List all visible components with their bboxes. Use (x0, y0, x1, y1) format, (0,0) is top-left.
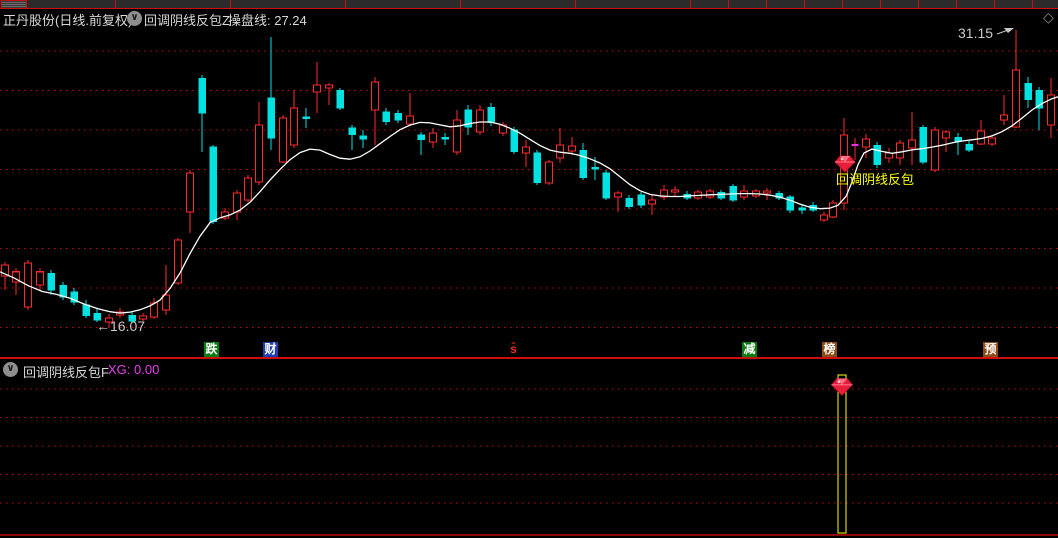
indicator-name: 回调阴线反包Z (144, 13, 230, 28)
event-marker[interactable]: s̄ (510, 342, 517, 356)
menu-separator (880, 0, 881, 8)
low-price-label: ←16.07 (96, 318, 146, 334)
signal-text-label: 回调阴线反包 (836, 172, 915, 187)
chevron-down-icon[interactable] (127, 11, 142, 26)
menu-separator (766, 0, 767, 8)
menu-separator (804, 0, 805, 8)
menu-separator (994, 0, 995, 8)
menu-separator (575, 0, 576, 8)
event-marker[interactable]: 财 (263, 342, 278, 357)
menu-separator (345, 0, 346, 8)
bottom-border (0, 534, 1058, 536)
menu-separator (842, 0, 843, 8)
panel-divider (0, 357, 1058, 359)
event-marker[interactable]: 榜 (822, 342, 837, 357)
menu-icon[interactable] (1, 0, 27, 9)
high-price-label: 31.15 (958, 25, 994, 41)
stock-title: 正丹股份(日线.前复权) (3, 13, 133, 28)
opline-value: 操盘线: 27.24 (228, 13, 307, 28)
chevron-down-icon[interactable] (3, 362, 18, 377)
menu-separator (1032, 0, 1033, 8)
corner-diamond-icon[interactable] (1043, 9, 1054, 26)
menu-separator (230, 0, 231, 8)
top-menu-bar[interactable] (0, 0, 1058, 9)
menu-separator (918, 0, 919, 8)
event-marker[interactable]: 预 (983, 342, 998, 357)
sub-indicator-name: 回调阴线反包F (23, 365, 109, 380)
event-marker[interactable]: 减 (742, 342, 757, 357)
menu-separator (690, 0, 691, 8)
menu-separator (728, 0, 729, 8)
menu-separator (956, 0, 957, 8)
menu-separator (115, 0, 116, 8)
event-marker[interactable]: 跌 (204, 342, 219, 357)
menu-separator (460, 0, 461, 8)
xg-value: XG: 0.00 (108, 362, 160, 377)
